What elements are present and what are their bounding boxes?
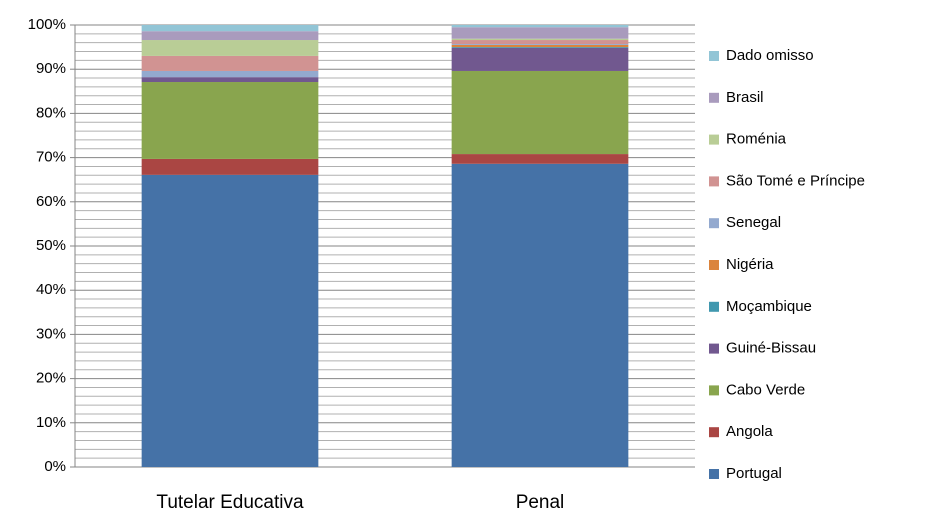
legend-label: Angola: [726, 423, 773, 440]
legend-swatch: [709, 301, 719, 312]
y-tick-label: 20%: [36, 370, 66, 387]
y-tick-label: 40%: [36, 281, 66, 298]
bar-segment: [451, 70, 629, 155]
bar-segment: [451, 38, 629, 41]
y-tick-label: 0%: [44, 458, 66, 475]
legend-label: Dado omisso: [726, 47, 814, 64]
legend-label: Senegal: [726, 214, 781, 231]
y-tick-label: 100%: [28, 16, 66, 33]
legend-label: Brasil: [726, 89, 764, 106]
x-tick-label: Penal: [516, 492, 565, 513]
legend-swatch: [709, 343, 719, 354]
bar-segment: [451, 27, 629, 39]
bar-segment: [141, 25, 319, 32]
legend-swatch: [709, 134, 719, 145]
legend-label: Moçambique: [726, 298, 812, 315]
legend-label: Guiné-Bissau: [726, 340, 816, 357]
y-tick-label: 90%: [36, 60, 66, 77]
legend-label: Nigéria: [726, 256, 774, 273]
legend-swatch: [709, 51, 719, 61]
bar-segment: [451, 44, 629, 48]
y-tick-label: 70%: [36, 149, 66, 166]
legend-swatch: [709, 92, 719, 103]
bar-segment: [141, 158, 319, 175]
legend-swatch: [709, 176, 719, 187]
y-tick-label: 60%: [36, 193, 66, 210]
bar-segment: [451, 154, 629, 164]
bar-segment: [451, 163, 629, 467]
bar-segment: [451, 25, 629, 28]
bar-segment: [141, 31, 319, 41]
bar-segment: [141, 77, 319, 83]
legend-swatch: [709, 260, 719, 270]
legend-label: Roménia: [726, 131, 787, 148]
legend-label: São Tomé e Príncipe: [726, 172, 865, 189]
legend-label: Portugal: [726, 465, 782, 482]
legend-swatch: [709, 218, 719, 229]
bar-segment: [141, 82, 319, 159]
x-tick-label: Tutelar Educativa: [156, 492, 304, 513]
legend-swatch: [709, 427, 719, 438]
legend-swatch: [709, 385, 719, 396]
bar-segment: [141, 174, 319, 467]
y-tick-label: 50%: [36, 237, 66, 254]
bar-segment: [141, 55, 319, 71]
legend-label: Cabo Verde: [726, 381, 805, 398]
bar-segment: [141, 70, 319, 78]
bar-segment: [451, 47, 629, 71]
bar-segment: [451, 40, 629, 45]
y-tick-label: 30%: [36, 325, 66, 342]
bar-segment: [451, 44, 629, 45]
bar-segment: [141, 40, 319, 56]
bar-segment: [451, 47, 629, 48]
y-tick-label: 80%: [36, 104, 66, 121]
y-tick-label: 10%: [36, 414, 66, 431]
legend-swatch: [709, 469, 719, 479]
